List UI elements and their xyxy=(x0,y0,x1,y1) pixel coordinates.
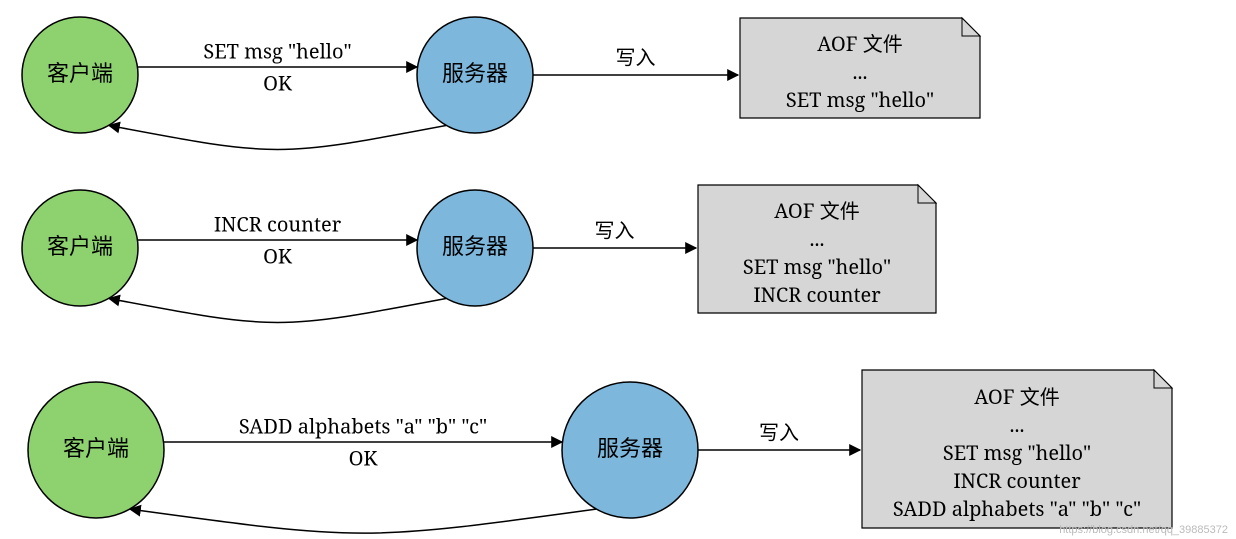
row2-note-line-3: INCR counter xyxy=(753,281,881,308)
row1-note-line-1: ... xyxy=(853,58,868,85)
row2-note: AOF 文件...SET msg "hello"INCR counter xyxy=(698,185,936,313)
row3-return-label: OK xyxy=(349,444,379,471)
row3-server: 服务器 xyxy=(562,382,698,518)
watermark: https://blog.csdn.net/qq_39885372 xyxy=(1059,524,1228,536)
row1-note-line-0: AOF 文件 xyxy=(817,30,903,57)
row2-note-line-1: ... xyxy=(810,225,825,252)
row3-write-label: 写入 xyxy=(759,418,799,445)
row2-client-label: 客户端 xyxy=(47,231,113,261)
row2-server: 服务器 xyxy=(417,190,533,306)
row1-server-label: 服务器 xyxy=(442,58,508,88)
row1-note-line-2: SET msg "hello" xyxy=(786,86,934,113)
row2-note-line-0: AOF 文件 xyxy=(774,197,860,224)
row3-server-label: 服务器 xyxy=(597,433,663,463)
row3-note-line-1: ... xyxy=(1010,411,1025,438)
row1-client-label: 客户端 xyxy=(47,58,113,88)
row3-client-label: 客户端 xyxy=(63,433,129,463)
row2-server-label: 服务器 xyxy=(442,231,508,261)
row3-note-line-0: AOF 文件 xyxy=(974,383,1060,410)
row3-to-server-label: SADD alphabets "a" "b" "c" xyxy=(239,412,487,439)
row2-write-label: 写入 xyxy=(595,216,635,243)
row1-server: 服务器 xyxy=(417,17,533,133)
row3-note-line-4: SADD alphabets "a" "b" "c" xyxy=(893,495,1141,522)
row3-note-line-3: INCR counter xyxy=(953,467,1081,494)
row1-return-label: OK xyxy=(263,69,293,96)
row1-client: 客户端 xyxy=(22,17,138,133)
row3-note-line-2: SET msg "hello" xyxy=(943,439,1091,466)
row1-to-server-label: SET msg "hello" xyxy=(203,37,351,64)
row3-client: 客户端 xyxy=(28,382,164,518)
row1-note: AOF 文件...SET msg "hello" xyxy=(740,18,980,118)
row2-return-label: OK xyxy=(263,242,293,269)
row3-note: AOF 文件...SET msg "hello"INCR counterSADD… xyxy=(862,370,1172,528)
row2-to-server-label: INCR counter xyxy=(214,210,342,237)
row1-write-label: 写入 xyxy=(616,43,656,70)
row2-note-line-2: SET msg "hello" xyxy=(743,253,891,280)
row2-client: 客户端 xyxy=(22,190,138,306)
